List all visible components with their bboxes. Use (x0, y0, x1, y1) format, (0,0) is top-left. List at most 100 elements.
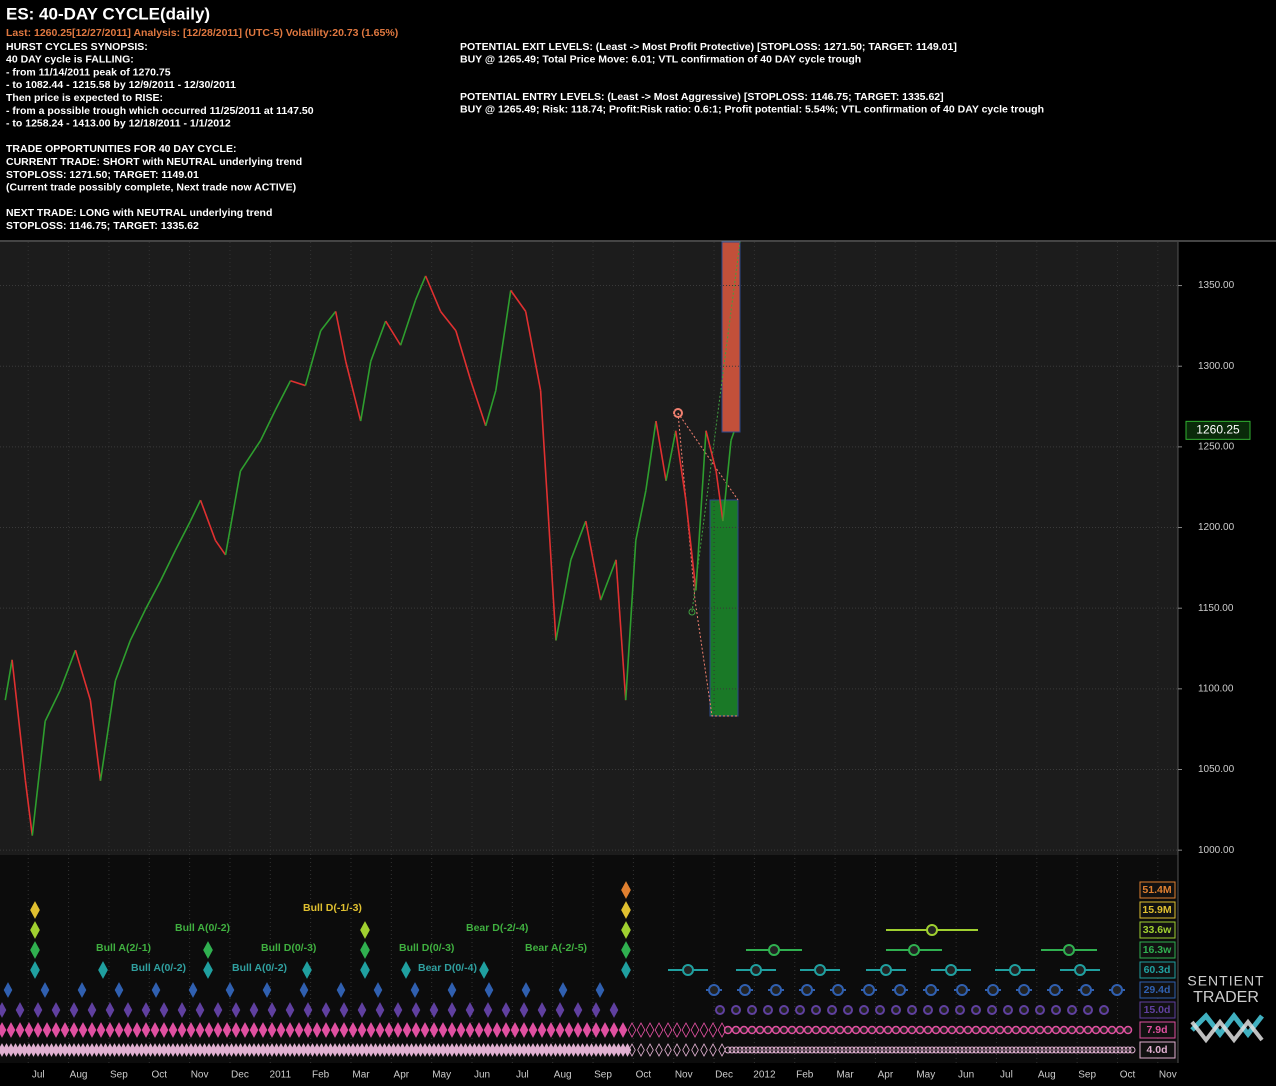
cycle-diamond (429, 1022, 439, 1038)
cycle-box (1139, 1001, 1176, 1019)
cycle-node (891, 1025, 901, 1035)
cycle-node (894, 984, 906, 996)
cycle-node (960, 1046, 968, 1054)
cycle-node (768, 944, 780, 956)
cycle-node (1056, 1046, 1064, 1054)
cycle-node (880, 964, 892, 976)
cycle-box (1139, 981, 1176, 999)
cycle-diamond (303, 1002, 313, 1018)
price-segment (695, 430, 707, 591)
cycle-diamond (709, 1043, 717, 1057)
price-segment (539, 390, 550, 522)
cycle-diamond (501, 1002, 511, 1018)
cycle-diamond (303, 1022, 313, 1038)
cycle-node (944, 1046, 952, 1054)
cycle-node (1075, 1025, 1085, 1035)
x-tick-label: Oct (636, 1070, 652, 1081)
cycle-node (1116, 1046, 1124, 1054)
price-segment (399, 299, 417, 346)
price-segment (624, 540, 637, 701)
cycle-diamond (621, 961, 631, 979)
cycle-node (980, 1046, 988, 1054)
cycle-node (744, 1046, 752, 1054)
cycle-diamond (42, 1022, 52, 1038)
cycle-node (868, 1046, 876, 1054)
cycle-diamond (0, 1002, 7, 1018)
cycle-diamond (203, 961, 213, 979)
cycle-diamond (410, 982, 420, 998)
cycle-node (925, 984, 937, 996)
cycle-node (972, 1046, 980, 1054)
cycle-diamond (30, 901, 40, 919)
cycle-node (771, 1025, 781, 1035)
price-segment (722, 440, 732, 522)
cycle-node (908, 944, 920, 956)
cycle-node (1051, 1005, 1061, 1015)
cycle-diamond (456, 1022, 466, 1038)
cycle-diamond (621, 901, 631, 919)
cycle-diamond (555, 1022, 565, 1038)
x-tick-label: Feb (796, 1070, 814, 1081)
price-segment (320, 310, 337, 332)
cycle-node (1108, 1046, 1116, 1054)
x-tick-label: Aug (554, 1070, 572, 1081)
cycle-node (1024, 1046, 1032, 1054)
cycle-node (1000, 1046, 1008, 1054)
cycle-diamond (87, 1022, 97, 1038)
cycle-node (884, 1046, 892, 1054)
cycle-diamond (600, 1022, 610, 1038)
cycle-node (764, 1046, 772, 1054)
cycle-diamond (479, 961, 489, 979)
signal-label: Bull D(0/-3) (261, 942, 316, 954)
cycle-box (1139, 961, 1176, 979)
cycle-node (820, 1046, 828, 1054)
price-segment (599, 559, 617, 601)
price-segment (645, 420, 657, 491)
cycle-diamond (78, 1022, 88, 1038)
logo-text: TRADER (1193, 989, 1259, 1006)
cycle-diamond (591, 1022, 601, 1038)
cycle-node (968, 1046, 976, 1054)
cycle-node (1124, 1046, 1132, 1054)
synopsis-line: - to 1258.24 - 1413.00 by 12/18/2011 - 1… (6, 118, 231, 130)
cycle-node (755, 1025, 765, 1035)
cycle-diamond (573, 1002, 583, 1018)
synopsis-line: STOPLOSS: 1146.75; TARGET: 1335.62 (6, 220, 199, 232)
cycle-diamond (621, 941, 631, 959)
x-tick-label: Aug (70, 1070, 88, 1081)
cycle-diamond (484, 982, 494, 998)
cycle-diamond (69, 1002, 79, 1018)
cycle-node (964, 1046, 972, 1054)
cycle-label: 16.3w (1143, 944, 1172, 956)
price-segment (290, 379, 306, 387)
cycle-node (1100, 1046, 1108, 1054)
cycle-node (956, 984, 968, 996)
cycle-node (836, 1046, 844, 1054)
cycle-diamond (105, 1002, 115, 1018)
cycle-diamond (447, 982, 457, 998)
x-tick-label: Nov (675, 1070, 693, 1081)
cycle-diamond (195, 1002, 205, 1018)
price-segment (159, 549, 177, 582)
cycle-node (803, 1025, 813, 1035)
cycle-label: 29.4d (1144, 984, 1171, 996)
cycle-node (988, 1046, 996, 1054)
cycle-diamond (262, 982, 272, 998)
cycle-diamond (636, 1022, 646, 1038)
x-tick-label: 2011 (270, 1070, 292, 1081)
cycle-diamond (519, 1002, 529, 1018)
cycle-node (808, 1046, 816, 1054)
cycle-node (1080, 1046, 1088, 1054)
cycle-node (931, 1025, 941, 1035)
cycle-node (1107, 1025, 1117, 1035)
cycle-node (776, 1046, 784, 1054)
cycle-node (1003, 1025, 1013, 1035)
cycle-node (811, 1025, 821, 1035)
cycle-diamond (30, 941, 40, 959)
cycle-node (1092, 1046, 1100, 1054)
x-tick-label: Sep (110, 1070, 128, 1081)
cycle-node (992, 1046, 1000, 1054)
cycle-node (923, 1025, 933, 1035)
